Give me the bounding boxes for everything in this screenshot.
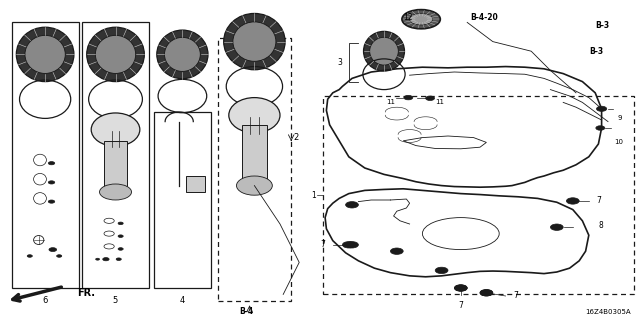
Text: 2: 2 xyxy=(294,133,299,142)
Ellipse shape xyxy=(370,37,398,65)
Text: 7: 7 xyxy=(513,292,518,300)
Text: 7: 7 xyxy=(458,301,463,310)
Circle shape xyxy=(435,267,448,274)
Circle shape xyxy=(390,248,403,254)
Circle shape xyxy=(566,198,579,204)
Circle shape xyxy=(96,258,100,260)
Circle shape xyxy=(118,248,123,250)
Bar xyxy=(218,38,291,301)
Circle shape xyxy=(480,290,493,296)
Circle shape xyxy=(454,285,467,291)
Bar xyxy=(82,22,149,288)
Text: 10: 10 xyxy=(614,140,623,145)
Ellipse shape xyxy=(237,176,273,195)
Text: 5: 5 xyxy=(113,296,118,305)
Text: 7: 7 xyxy=(596,196,602,205)
Text: 7: 7 xyxy=(320,240,325,249)
Text: FR.: FR. xyxy=(77,288,95,298)
Bar xyxy=(323,96,634,294)
Text: 11: 11 xyxy=(387,100,396,105)
Ellipse shape xyxy=(91,113,140,146)
Bar xyxy=(154,112,211,288)
Bar xyxy=(12,22,79,288)
Circle shape xyxy=(49,181,55,184)
Text: 9: 9 xyxy=(618,116,622,121)
Text: B-4-20: B-4-20 xyxy=(470,13,498,22)
Text: 6: 6 xyxy=(42,296,47,305)
Circle shape xyxy=(27,255,32,257)
Text: 1: 1 xyxy=(311,191,316,200)
Circle shape xyxy=(480,290,493,296)
Circle shape xyxy=(49,248,57,252)
Circle shape xyxy=(346,202,358,208)
Text: 16Z4B0305A: 16Z4B0305A xyxy=(585,309,630,315)
Circle shape xyxy=(49,162,55,165)
Circle shape xyxy=(426,96,435,100)
Bar xyxy=(186,176,205,192)
Circle shape xyxy=(118,235,123,237)
Text: 11: 11 xyxy=(435,100,444,105)
Circle shape xyxy=(596,126,605,130)
Circle shape xyxy=(118,222,123,225)
Text: B-3: B-3 xyxy=(595,21,609,30)
Bar xyxy=(104,141,127,186)
Text: 4: 4 xyxy=(180,296,185,305)
Ellipse shape xyxy=(229,98,280,133)
Circle shape xyxy=(596,106,607,111)
Ellipse shape xyxy=(95,36,136,74)
Circle shape xyxy=(550,224,563,230)
Ellipse shape xyxy=(364,31,404,71)
Ellipse shape xyxy=(157,30,208,79)
Ellipse shape xyxy=(87,27,145,82)
Ellipse shape xyxy=(233,22,276,61)
Ellipse shape xyxy=(224,13,285,70)
Ellipse shape xyxy=(164,37,200,71)
Text: 12: 12 xyxy=(403,13,413,22)
Circle shape xyxy=(49,200,55,203)
Circle shape xyxy=(57,255,62,257)
Circle shape xyxy=(404,95,413,100)
Circle shape xyxy=(402,10,440,29)
Ellipse shape xyxy=(17,27,74,82)
Circle shape xyxy=(342,242,355,248)
Text: 3: 3 xyxy=(337,58,342,67)
Circle shape xyxy=(346,242,358,248)
Circle shape xyxy=(102,258,109,261)
Circle shape xyxy=(454,285,467,291)
Bar xyxy=(242,125,268,179)
Text: B-3: B-3 xyxy=(589,47,603,56)
Ellipse shape xyxy=(100,184,132,200)
Circle shape xyxy=(116,258,122,260)
Ellipse shape xyxy=(25,36,65,74)
Text: 8: 8 xyxy=(598,221,603,230)
Circle shape xyxy=(410,13,433,25)
Text: B-4: B-4 xyxy=(239,307,253,316)
